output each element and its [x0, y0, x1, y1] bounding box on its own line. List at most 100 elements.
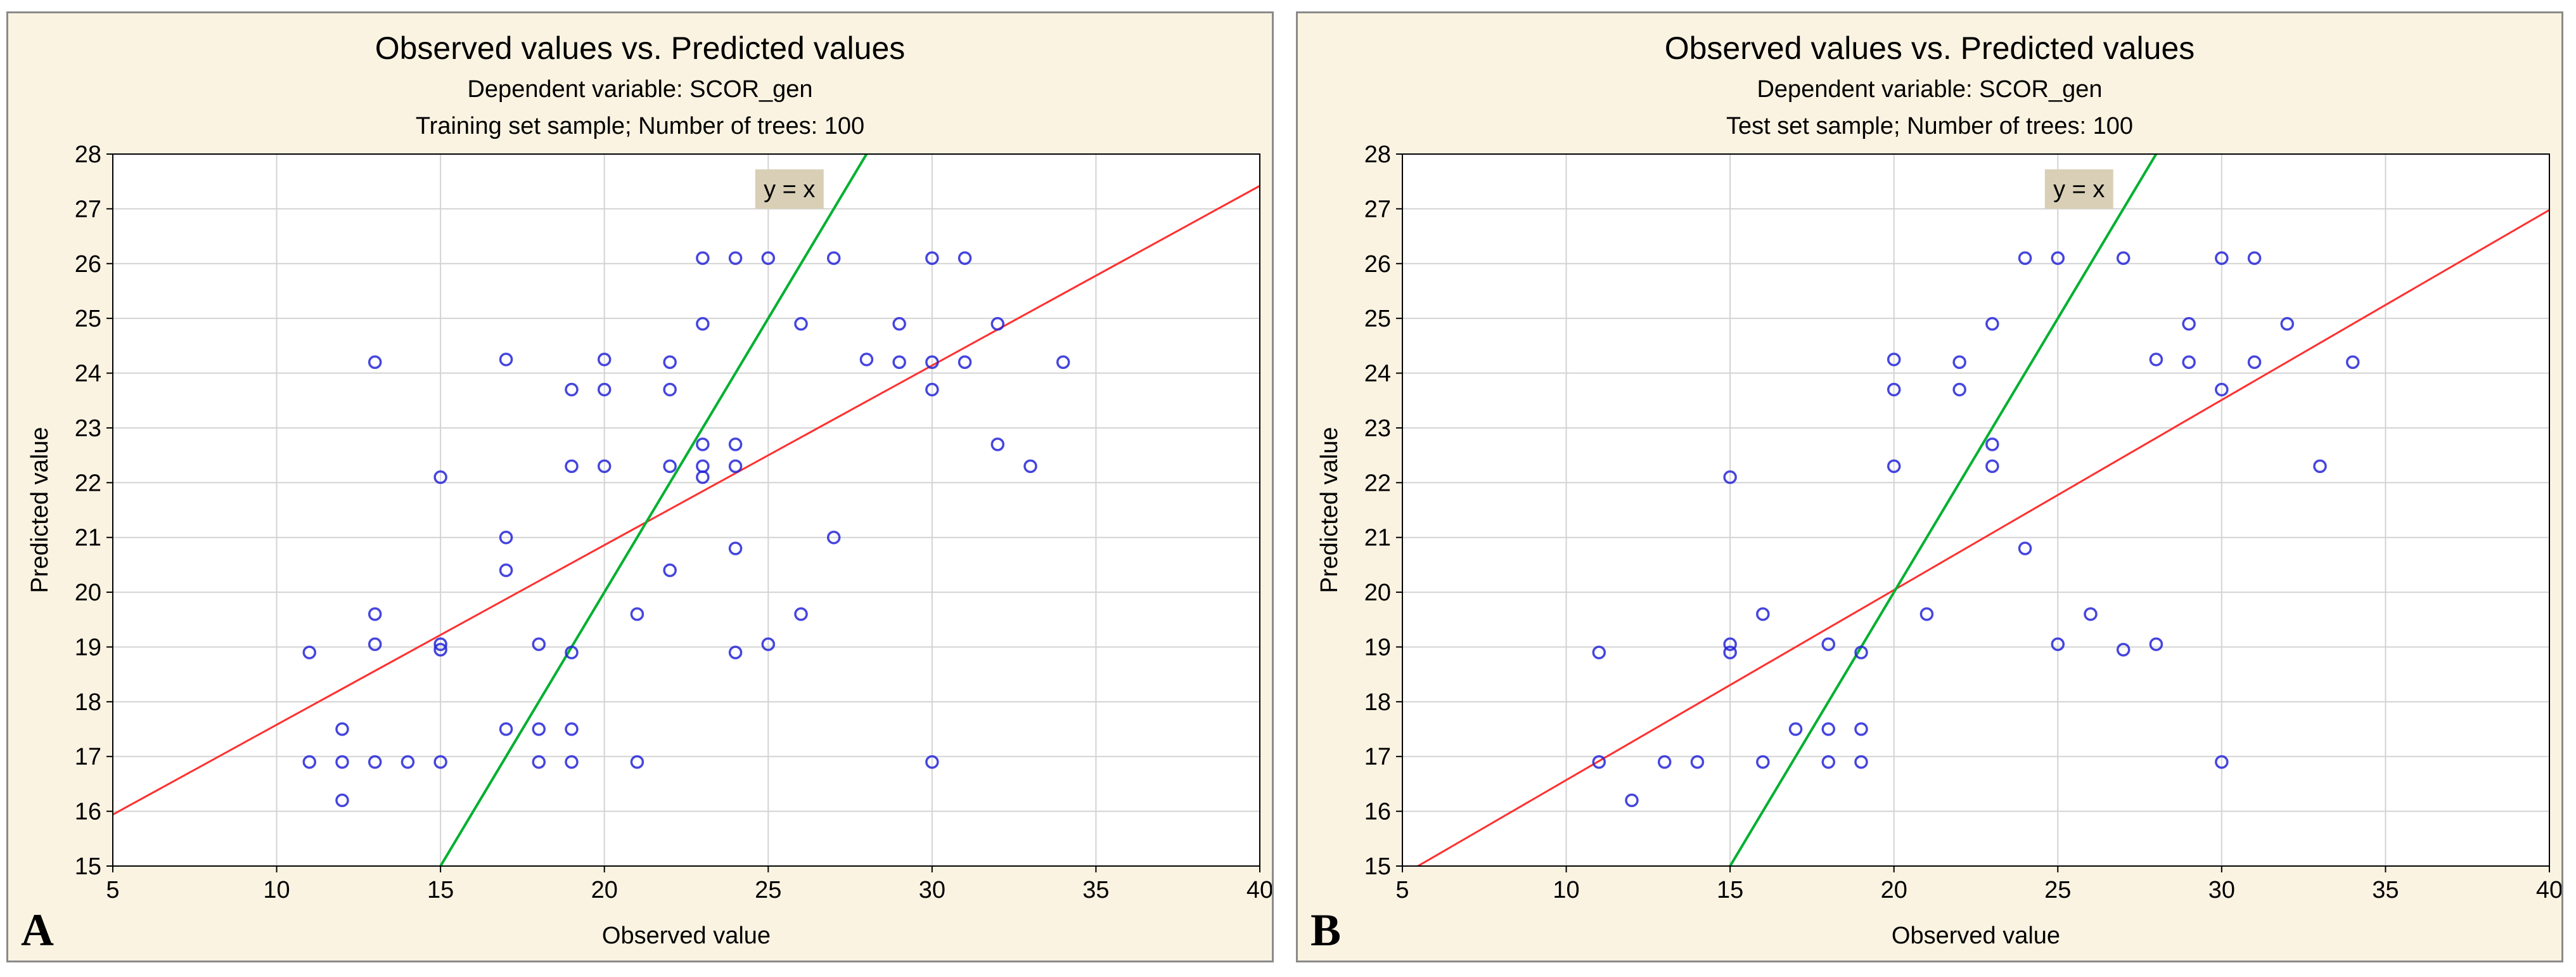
identity-annotation-box: [2044, 169, 2113, 209]
data-point: [335, 755, 349, 769]
chart-title: Observed values vs. Predicted values: [375, 30, 906, 66]
data-point: [2182, 317, 2196, 331]
data-point: [433, 755, 447, 769]
data-point: [565, 459, 579, 474]
identity-line: [439, 154, 868, 866]
data-point: [761, 637, 776, 651]
y-tick-label: 19: [75, 634, 101, 661]
data-point: [1690, 755, 1705, 769]
data-point: [499, 563, 513, 578]
data-point: [532, 637, 546, 651]
data-point: [1952, 382, 1966, 397]
data-point: [630, 755, 644, 769]
data-point: [1821, 722, 1836, 736]
data-point: [1854, 645, 1868, 659]
data-point: [2313, 459, 2327, 474]
y-tick-label: 25: [1364, 306, 1391, 332]
data-point: [990, 437, 1005, 451]
x-tick-label: 5: [106, 877, 119, 903]
data-point: [990, 317, 1005, 331]
data-point: [1723, 637, 1737, 651]
y-tick-label: 16: [75, 799, 101, 825]
data-point: [1592, 645, 1606, 659]
panel-label: B: [1310, 905, 1341, 955]
chart-subtitle-sample: Training set sample; Number of trees: 10…: [416, 113, 864, 139]
data-point: [925, 355, 939, 370]
data-point: [728, 541, 743, 555]
data-point: [1821, 637, 1836, 651]
data-point: [663, 459, 677, 474]
data-point: [597, 353, 612, 366]
data-point: [826, 251, 841, 265]
data-point: [532, 722, 546, 736]
data-point: [1985, 437, 1999, 451]
data-point: [1887, 382, 1901, 397]
data-point: [1821, 755, 1836, 769]
data-point: [663, 563, 677, 578]
data-point: [728, 437, 743, 451]
y-tick-label: 26: [1364, 251, 1391, 278]
data-point: [1887, 459, 1901, 474]
y-tick-label: 19: [1364, 634, 1391, 661]
y-tick-label: 25: [75, 306, 101, 332]
data-point: [2215, 251, 2229, 265]
data-point: [433, 643, 447, 657]
y-tick-label: 22: [1364, 470, 1391, 496]
y-tick-label: 27: [75, 196, 101, 223]
data-point: [368, 755, 382, 769]
data-point: [2116, 251, 2131, 265]
y-tick-label: 21: [1364, 525, 1391, 552]
x-tick-label: 15: [1717, 877, 1743, 903]
data-point: [1723, 470, 1737, 484]
x-tick-label: 40: [2536, 877, 2561, 903]
data-point: [663, 355, 677, 370]
data-point: [2051, 251, 2065, 265]
data-point: [499, 530, 513, 545]
data-point: [925, 251, 939, 265]
data-point: [696, 251, 710, 265]
data-point: [302, 755, 317, 769]
identity-annotation-label: y = x: [764, 176, 815, 203]
chart-subtitle-sample: Test set sample; Number of trees: 100: [1726, 113, 2133, 139]
x-tick-label: 10: [263, 877, 290, 903]
y-tick-label: 18: [1364, 689, 1391, 716]
data-point: [2149, 637, 2163, 651]
data-point: [1854, 722, 1868, 736]
data-point: [2345, 355, 2360, 370]
y-tick-label: 24: [1364, 361, 1391, 387]
y-tick-label: 18: [75, 689, 101, 716]
data-point: [794, 317, 808, 331]
data-point: [826, 530, 841, 545]
chart-subtitle-variable: Dependent variable: SCOR_gen: [1757, 76, 2102, 103]
identity-line: [1729, 154, 2158, 866]
x-tick-label: 35: [1082, 877, 1109, 903]
data-point: [630, 607, 644, 621]
data-point: [2116, 643, 2131, 657]
x-tick-label: 10: [1553, 877, 1579, 903]
data-point: [2018, 251, 2032, 265]
x-tick-label: 20: [591, 877, 618, 903]
x-tick-label: 30: [2208, 877, 2235, 903]
data-point: [597, 459, 612, 474]
y-tick-label: 20: [1364, 579, 1391, 606]
scatter-chart-b: Observed values vs. Predicted values Depe…: [1310, 30, 2561, 955]
y-tick-label: 26: [75, 251, 101, 278]
data-point: [696, 317, 710, 331]
data-point: [761, 251, 776, 265]
y-axis-label: Predicted value: [27, 427, 53, 593]
x-tick-label: 30: [919, 877, 945, 903]
x-tick-label: 20: [1881, 877, 1907, 903]
y-tick-label: 15: [75, 853, 101, 880]
data-point: [1887, 353, 1901, 366]
data-point: [1919, 607, 1934, 621]
data-point: [1756, 607, 1770, 621]
data-point: [1657, 755, 1672, 769]
plot-area: [1402, 154, 2549, 866]
data-point: [728, 459, 743, 474]
data-point: [958, 355, 972, 370]
data-point: [532, 755, 546, 769]
data-point: [565, 722, 579, 736]
data-point: [1854, 755, 1868, 769]
data-point: [1023, 459, 1037, 474]
data-point: [925, 382, 939, 397]
